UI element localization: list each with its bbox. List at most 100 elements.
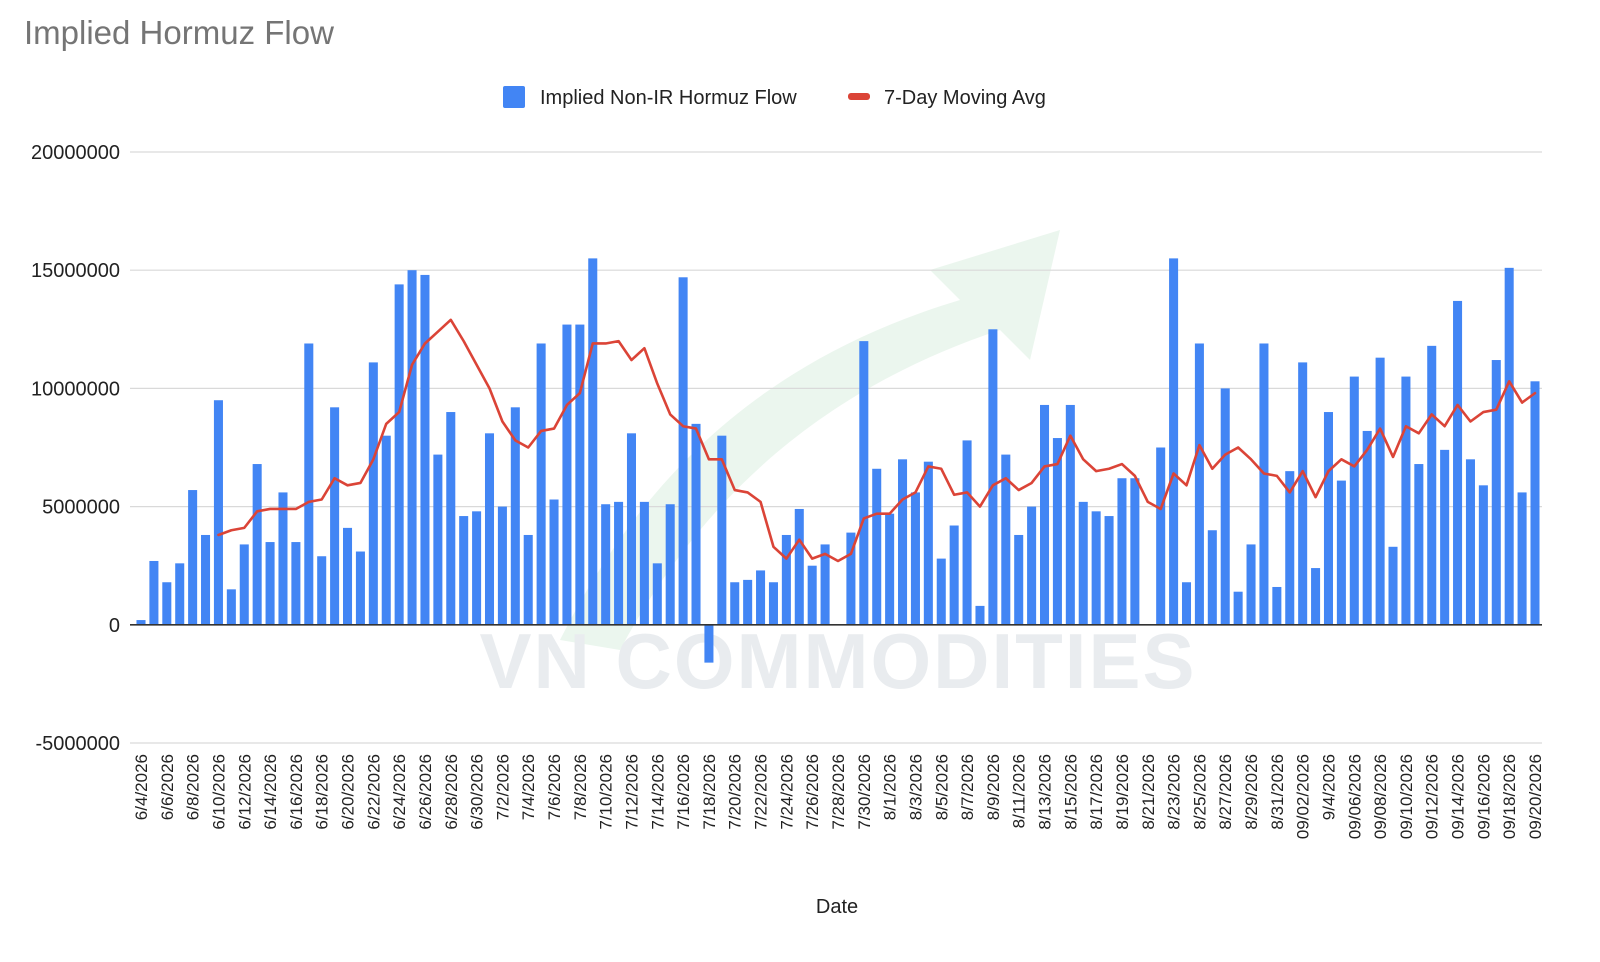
chart-title: Implied Hormuz Flow (24, 14, 334, 51)
x-tick-label: 8/17/2026 (1087, 754, 1106, 830)
bar (1246, 544, 1256, 625)
bar (1504, 267, 1514, 625)
bar (975, 605, 985, 625)
x-tick-label: 8/15/2026 (1061, 754, 1080, 830)
bar (1117, 478, 1127, 625)
bar (1130, 478, 1140, 625)
bar (1078, 501, 1088, 625)
bar (1194, 343, 1204, 625)
bar (368, 362, 378, 625)
bar (1001, 454, 1011, 625)
bar (1233, 591, 1243, 625)
bar (756, 570, 766, 625)
bar (691, 423, 701, 625)
x-tick-label: 7/6/2026 (545, 754, 564, 820)
x-axis-ticks: 6/4/2026 6/6/2026 6/8/2026 6/10/2026 6/12/20… (132, 754, 1545, 839)
x-tick-label: 09/14/2026 (1449, 754, 1468, 839)
y-tick-label: -5000000 (35, 733, 120, 755)
bar (304, 343, 314, 625)
bar (1414, 464, 1424, 625)
x-tick-label: 8/11/2026 (1010, 754, 1029, 828)
x-tick-label: 7/10/2026 (597, 754, 616, 830)
bar (1375, 357, 1385, 625)
bar (381, 435, 391, 625)
bar (459, 516, 469, 625)
legend-label-bar: Implied Non-IR Hormuz Flow (540, 87, 797, 109)
x-tick-label: 6/20/2026 (339, 754, 358, 830)
bar (665, 504, 675, 625)
bar (949, 525, 959, 625)
x-tick-label: 7/12/2026 (622, 754, 641, 830)
bar (1091, 511, 1101, 625)
bar (149, 560, 159, 625)
x-tick-label: 6/18/2026 (313, 754, 332, 830)
x-tick-label: 09/16/2026 (1474, 754, 1493, 839)
bar (1065, 404, 1075, 625)
bar (407, 270, 417, 625)
x-tick-label: 7/20/2026 (726, 754, 745, 830)
x-tick-label: 7/8/2026 (571, 754, 590, 820)
bar (1336, 480, 1346, 625)
x-tick-label: 8/27/2026 (1216, 754, 1235, 830)
bar (136, 620, 146, 625)
bar (872, 468, 882, 625)
series-line (217, 318, 1537, 563)
bar (820, 544, 830, 625)
bar (1453, 300, 1463, 625)
x-tick-label: 7/22/2026 (752, 754, 771, 830)
bar (1440, 449, 1450, 625)
x-tick-label: 6/16/2026 (287, 754, 306, 830)
bar (278, 492, 288, 625)
x-tick-label: 6/4/2026 (132, 754, 151, 820)
bar (1014, 534, 1024, 625)
bar (1478, 485, 1488, 625)
x-tick-label: 09/08/2026 (1371, 754, 1390, 839)
bar (1388, 546, 1398, 625)
bar (1272, 586, 1282, 625)
bar (588, 258, 598, 625)
bar (1027, 506, 1037, 625)
x-tick-label: 7/30/2026 (855, 754, 874, 830)
x-tick-label: 7/16/2026 (674, 754, 693, 830)
bar (1169, 258, 1179, 625)
bar (330, 407, 340, 625)
bar-series (136, 258, 1540, 663)
bar (433, 454, 443, 625)
bar (1285, 471, 1295, 625)
moving-average-series (217, 318, 1537, 563)
bar (794, 508, 804, 625)
x-tick-label: 7/18/2026 (700, 754, 719, 830)
bar (1298, 362, 1308, 625)
bar (1362, 430, 1372, 625)
bar (1181, 582, 1192, 625)
bar (1465, 459, 1475, 625)
bar (1259, 343, 1269, 625)
bar (885, 513, 895, 625)
legend: Implied Non-IR Hormuz Flow 7-Day Moving … (503, 86, 1046, 109)
bar (846, 532, 856, 625)
x-tick-label: 6/28/2026 (442, 754, 461, 830)
x-tick-label: 6/12/2026 (235, 754, 254, 830)
x-tick-label: 09/12/2026 (1423, 754, 1442, 839)
bar (523, 534, 533, 625)
bar (859, 341, 869, 625)
bar (355, 551, 365, 625)
bar (626, 433, 636, 625)
x-tick-label: 6/24/2026 (390, 754, 409, 830)
bar (652, 563, 662, 625)
x-tick-label: 8/31/2026 (1268, 754, 1287, 830)
bar (730, 582, 740, 625)
watermark: VN COMMODITIES (479, 230, 1195, 705)
x-tick-label: 8/7/2026 (958, 754, 977, 820)
bar (472, 511, 482, 625)
bar (317, 556, 327, 625)
bar (1323, 412, 1333, 625)
x-tick-label: 9/4/2026 (1319, 754, 1338, 820)
bar (291, 542, 301, 625)
bar (923, 461, 933, 625)
x-tick-label: 09/20/2026 (1526, 754, 1545, 839)
bar (536, 343, 546, 625)
bar (717, 435, 727, 625)
bar (1401, 376, 1411, 625)
bar (575, 324, 585, 625)
